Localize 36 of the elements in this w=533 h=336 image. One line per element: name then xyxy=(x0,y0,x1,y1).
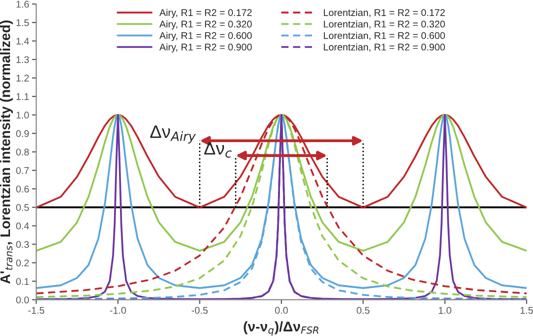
y-tick-label: 1.5 xyxy=(16,19,29,26)
x-tick-label: -1.0 xyxy=(110,306,126,314)
annotation: Δν$_{c}$ xyxy=(204,142,232,158)
y-tick-label: 0.6 xyxy=(16,186,29,192)
y-tick-label: 0.9 xyxy=(16,130,29,138)
legend-label: Lorentzian, R1 = R2 = 0.600 xyxy=(324,32,445,40)
legend-label: Airy, R1 = R2 = 0.320 xyxy=(159,20,252,30)
annotation: Δν$_{Airy}$ xyxy=(150,126,196,144)
x-tick-label: 0.0 xyxy=(275,306,288,314)
y-tick-label: 1.2 xyxy=(16,74,29,82)
y-tick-label: 0.7 xyxy=(16,167,29,174)
y-tick-label: 1.6 xyxy=(16,0,29,8)
y-tick-label: 0.0 xyxy=(16,296,29,304)
y-tick-label: 1.0 xyxy=(16,112,29,119)
x-tick-label: 1.5 xyxy=(520,307,533,314)
legend-label: Lorentzian, R1 = R2 = 0.172 xyxy=(324,8,445,18)
x-tick-label: 1.0 xyxy=(438,306,452,314)
legend-label: Lorentzian, R1 = R2 = 0.900 xyxy=(324,43,445,52)
x-tick-label: -1.5 xyxy=(28,307,44,314)
y-tick-label: 0.5 xyxy=(16,204,29,211)
y-tick-label: 1.3 xyxy=(16,56,29,64)
y-tick-label: 0.4 xyxy=(16,222,30,230)
x-axis-title: (ν-ν$_{q}$)/Δν$_{FSR}$ xyxy=(244,321,318,336)
y-tick-label: 0.3 xyxy=(16,241,29,248)
y-tick-label: 0.2 xyxy=(16,259,29,266)
y-tick-label: 1.4 xyxy=(16,38,30,45)
legend-label: Airy, R1 = R2 = 0.900 xyxy=(159,43,252,52)
y-tick-label: 0.1 xyxy=(16,278,29,285)
legend-label: Lorentzian, R1 = R2 = 0.320 xyxy=(324,20,445,29)
legend-label: Airy, R1 = R2 = 0.600 xyxy=(159,32,252,41)
x-tick-label: -0.5 xyxy=(192,306,208,314)
x-tick-label: 0.5 xyxy=(356,306,370,314)
y-tick-label: 1.1 xyxy=(16,93,29,100)
y-tick-label: 0.8 xyxy=(16,148,29,156)
legend-label: Airy, R1 = R2 = 0.172 xyxy=(159,8,252,18)
y-axis-title: A'$_{trans}$, Lorentzian intensity (normalized) xyxy=(0,20,13,284)
